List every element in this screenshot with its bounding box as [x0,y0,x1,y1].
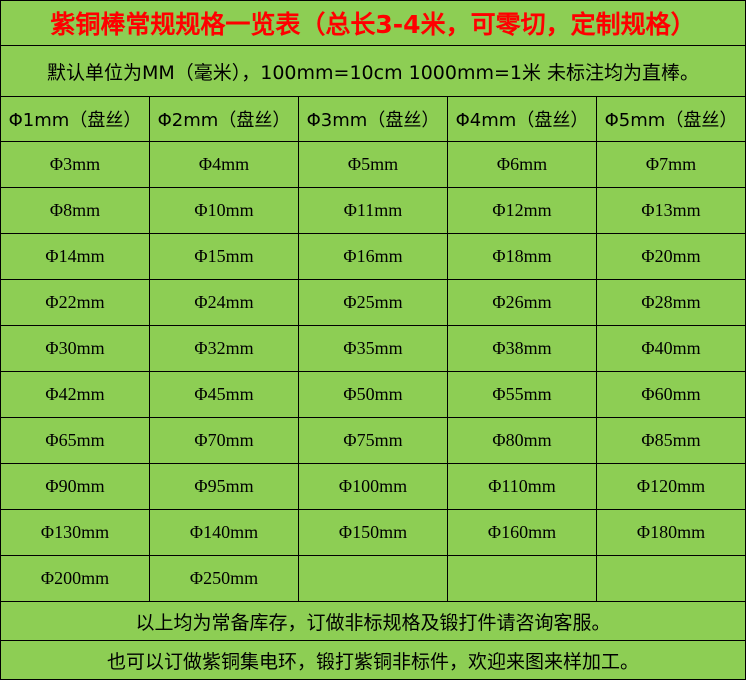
page-subtitle: 默认单位为MM（毫米），100mm=10cm 1000mm=1米 未标注均为直棒… [0,45,746,97]
spec-cell: Φ13mm [596,187,746,234]
spec-cell: Φ6mm [447,141,597,188]
spec-cell: Φ42mm [0,371,150,418]
column-header-1: Φ1mm（盘丝） [0,96,150,142]
spec-cell: Φ30mm [0,325,150,372]
spec-cell: Φ38mm [447,325,597,372]
spec-cell: Φ85mm [596,417,746,464]
spec-cell: Φ8mm [0,187,150,234]
column-header-5: Φ5mm（盘丝） [596,96,746,142]
spec-cell: Φ55mm [447,371,597,418]
spec-cell: Φ35mm [298,325,448,372]
header-row: Φ1mm（盘丝） Φ2mm（盘丝） Φ3mm（盘丝） Φ4mm（盘丝） Φ5mm… [0,96,746,142]
spec-cell: Φ130mm [0,509,150,556]
table-row: Φ130mm Φ140mm Φ150mm Φ160mm Φ180mm [0,509,746,556]
spec-cell: Φ250mm [149,555,299,602]
table-row: Φ3mm Φ4mm Φ5mm Φ6mm Φ7mm [0,141,746,188]
table-row: Φ14mm Φ15mm Φ16mm Φ18mm Φ20mm [0,233,746,280]
spec-cell: Φ28mm [596,279,746,326]
footer-row-1: 以上均为常备库存，订做非标规格及锻打件请咨询客服。 [0,601,746,641]
spec-cell-empty [447,555,597,602]
spec-cell: Φ11mm [298,187,448,234]
spec-cell: Φ22mm [0,279,150,326]
spec-cell: Φ95mm [149,463,299,510]
table-row: Φ30mm Φ32mm Φ35mm Φ38mm Φ40mm [0,325,746,372]
subtitle-row: 默认单位为MM（毫米），100mm=10cm 1000mm=1米 未标注均为直棒… [0,45,746,97]
spec-cell-empty [596,555,746,602]
spec-cell: Φ140mm [149,509,299,556]
spec-cell: Φ100mm [298,463,448,510]
spec-cell: Φ32mm [149,325,299,372]
spec-cell: Φ65mm [0,417,150,464]
spec-cell: Φ7mm [596,141,746,188]
spec-cell: Φ14mm [0,233,150,280]
column-header-2: Φ2mm（盘丝） [149,96,299,142]
spec-cell: Φ20mm [596,233,746,280]
column-header-4: Φ4mm（盘丝） [447,96,597,142]
table-row: Φ22mm Φ24mm Φ25mm Φ26mm Φ28mm [0,279,746,326]
spec-cell: Φ150mm [298,509,448,556]
spec-cell: Φ45mm [149,371,299,418]
footer-note-stock: 以上均为常备库存，订做非标规格及锻打件请咨询客服。 [0,601,746,641]
table-row: Φ8mm Φ10mm Φ11mm Φ12mm Φ13mm [0,187,746,234]
spec-cell: Φ5mm [298,141,448,188]
spec-cell: Φ70mm [149,417,299,464]
spec-cell: Φ16mm [298,233,448,280]
title-row: 紫铜棒常规规格一览表（总长3-4米，可零切，定制规格） [0,0,746,46]
spec-cell: Φ26mm [447,279,597,326]
table-row: Φ42mm Φ45mm Φ50mm Φ55mm Φ60mm [0,371,746,418]
spec-cell: Φ110mm [447,463,597,510]
spec-cell: Φ200mm [0,555,150,602]
spec-cell: Φ120mm [596,463,746,510]
spec-cell: Φ3mm [0,141,150,188]
column-header-3: Φ3mm（盘丝） [298,96,448,142]
spec-cell: Φ40mm [596,325,746,372]
table-row: Φ65mm Φ70mm Φ75mm Φ80mm Φ85mm [0,417,746,464]
spec-cell: Φ50mm [298,371,448,418]
spec-cell: Φ80mm [447,417,597,464]
table-row: Φ200mm Φ250mm [0,555,746,602]
spec-cell: Φ15mm [149,233,299,280]
spec-cell: Φ24mm [149,279,299,326]
spec-cell: Φ18mm [447,233,597,280]
spec-cell: Φ60mm [596,371,746,418]
footer-note-custom: 也可以订做紫铜集电环，锻打紫铜非标件，欢迎来图来样加工。 [0,640,746,680]
spec-cell: Φ75mm [298,417,448,464]
spec-cell-empty [298,555,448,602]
page-title: 紫铜棒常规规格一览表（总长3-4米，可零切，定制规格） [0,0,746,46]
spec-cell: Φ160mm [447,509,597,556]
spec-cell: Φ4mm [149,141,299,188]
footer-row-2: 也可以订做紫铜集电环，锻打紫铜非标件，欢迎来图来样加工。 [0,640,746,680]
spec-cell: Φ180mm [596,509,746,556]
spec-cell: Φ25mm [298,279,448,326]
spec-cell: Φ10mm [149,187,299,234]
spec-cell: Φ90mm [0,463,150,510]
table-row: Φ90mm Φ95mm Φ100mm Φ110mm Φ120mm [0,463,746,510]
spec-cell: Φ12mm [447,187,597,234]
